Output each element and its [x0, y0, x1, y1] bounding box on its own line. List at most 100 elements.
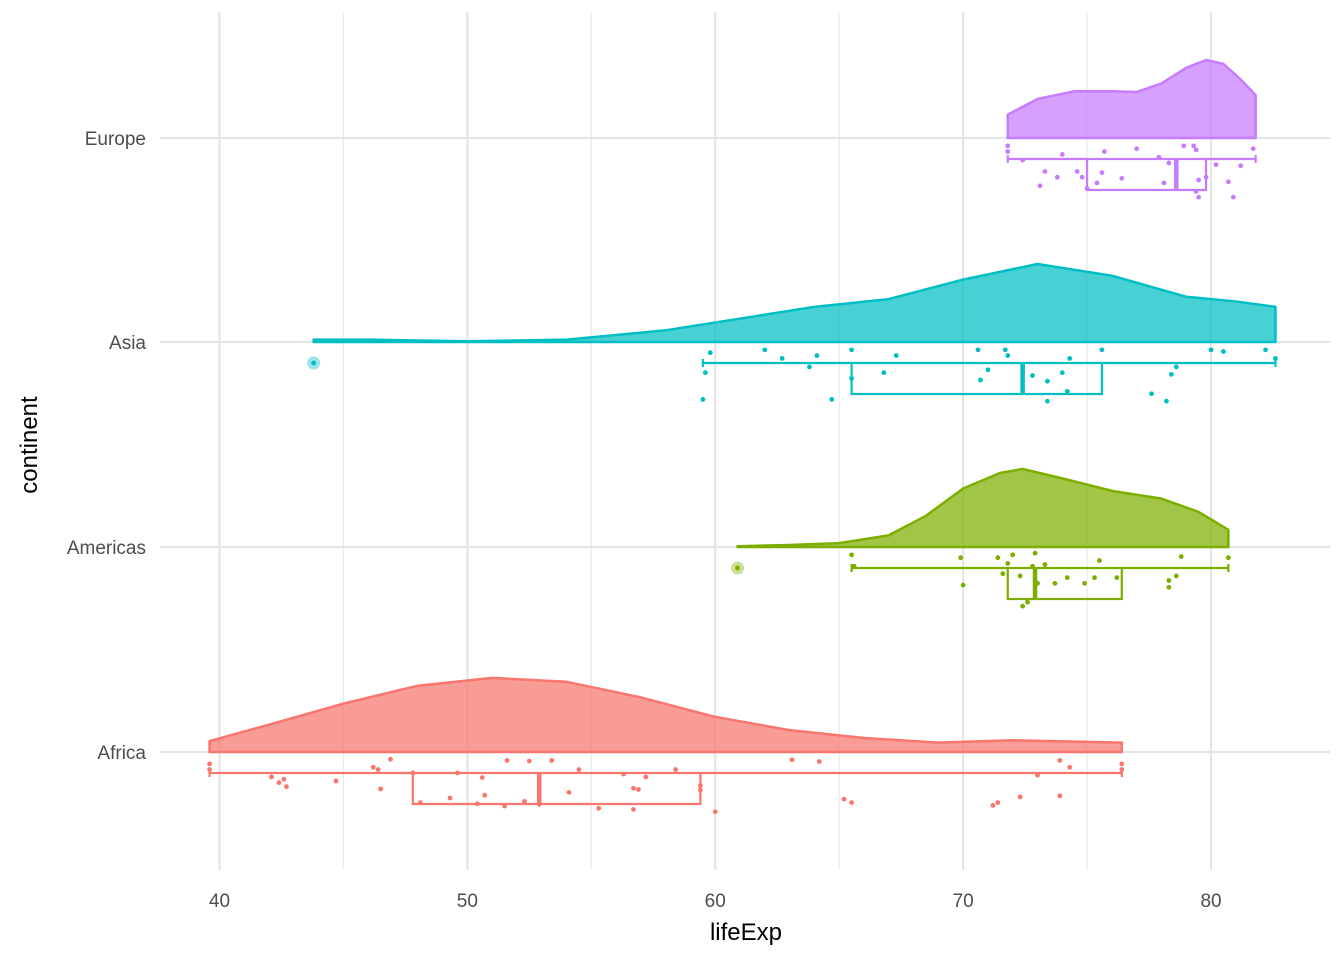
- data-point: [1002, 347, 1008, 353]
- data-point: [636, 787, 641, 792]
- data-point: [333, 778, 339, 784]
- data-point: [789, 757, 795, 763]
- data-point: [958, 555, 964, 561]
- data-point: [1057, 758, 1063, 763]
- data-point: [276, 780, 282, 786]
- data-point: [474, 801, 480, 807]
- data-point: [502, 803, 507, 809]
- data-point: [1074, 169, 1080, 174]
- box-iqr: [1006, 566, 1123, 601]
- data-point: [712, 809, 718, 815]
- data-point: [455, 770, 460, 776]
- data-point: [1178, 554, 1184, 559]
- data-point: [1099, 347, 1105, 353]
- data-point: [281, 776, 287, 782]
- data-point: [631, 785, 636, 791]
- data-point: [814, 353, 820, 358]
- data-point: [1196, 194, 1202, 200]
- data-point: [1092, 575, 1097, 581]
- density-curve: [208, 676, 1124, 754]
- x-tick-label: 80: [1200, 891, 1221, 912]
- data-point: [1005, 149, 1011, 154]
- data-point: [284, 784, 289, 790]
- data-point: [1035, 580, 1040, 586]
- data-point: [643, 774, 649, 780]
- data-point: [1037, 183, 1043, 189]
- data-point: [1057, 793, 1063, 799]
- density-curve: [736, 467, 1230, 549]
- data-point: [207, 767, 212, 772]
- data-point: [1203, 174, 1209, 180]
- data-point: [504, 758, 510, 763]
- data-point: [1238, 163, 1244, 169]
- data-point: [1032, 550, 1038, 556]
- data-point: [1193, 147, 1199, 153]
- axes: 40 50 60 70 80 Africa Americas Asia Europe: [67, 129, 1222, 912]
- data-point: [1042, 169, 1048, 174]
- x-tick-label: 40: [209, 891, 230, 912]
- data-point: [1273, 356, 1278, 361]
- data-point: [995, 555, 1001, 561]
- data-point: [417, 800, 423, 805]
- data-point: [1017, 794, 1023, 800]
- data-point: [849, 552, 854, 558]
- data-point: [1005, 561, 1011, 566]
- data-point: [378, 786, 384, 792]
- data-point: [1149, 391, 1154, 397]
- data-point: [1196, 177, 1202, 183]
- data-point: [479, 775, 485, 780]
- density-curve: [1006, 58, 1257, 140]
- box-iqr: [411, 771, 702, 806]
- data-point: [1079, 174, 1085, 180]
- data-point: [700, 397, 706, 402]
- data-point: [1119, 761, 1125, 767]
- data-point: [370, 764, 376, 770]
- data-point: [807, 364, 812, 370]
- data-point: [1230, 194, 1236, 200]
- data-point: [1208, 347, 1214, 353]
- data-point: [816, 759, 822, 764]
- data-point: [978, 377, 983, 383]
- data-point: [1005, 143, 1011, 149]
- data-point: [447, 795, 453, 801]
- data-point: [1084, 186, 1090, 192]
- data-point: [707, 350, 713, 356]
- series-americas: [731, 467, 1231, 609]
- series-africa: [207, 676, 1125, 815]
- data-point: [1119, 175, 1125, 181]
- data-point: [1010, 552, 1016, 558]
- y-axis-title: continent: [16, 396, 43, 494]
- data-point: [975, 347, 981, 353]
- data-point: [1102, 149, 1107, 154]
- series-asia: [307, 262, 1278, 404]
- data-point: [1250, 146, 1256, 152]
- data-point: [1173, 364, 1179, 370]
- data-point: [1181, 143, 1187, 149]
- data-point: [1099, 170, 1105, 176]
- data-point: [1059, 152, 1065, 157]
- data-point: [536, 801, 542, 807]
- data-point: [1166, 160, 1172, 166]
- data-point: [1067, 356, 1073, 361]
- x-tick-label: 60: [705, 891, 726, 912]
- data-point: [849, 800, 854, 805]
- data-point: [566, 789, 572, 795]
- data-point: [410, 770, 416, 776]
- data-point: [1156, 154, 1162, 160]
- data-point: [482, 792, 488, 798]
- data-point: [779, 356, 785, 361]
- outlier-point-core: [735, 565, 740, 571]
- data-point: [893, 353, 899, 358]
- data-point: [1042, 562, 1048, 567]
- data-point: [841, 796, 847, 802]
- data-point: [697, 787, 703, 793]
- data-point: [673, 767, 678, 772]
- data-point: [995, 800, 1001, 805]
- data-point: [549, 758, 555, 763]
- data-point: [526, 758, 532, 764]
- density-curve: [312, 262, 1277, 344]
- data-point: [1067, 764, 1073, 770]
- data-point: [1225, 179, 1231, 185]
- data-point: [1064, 575, 1070, 581]
